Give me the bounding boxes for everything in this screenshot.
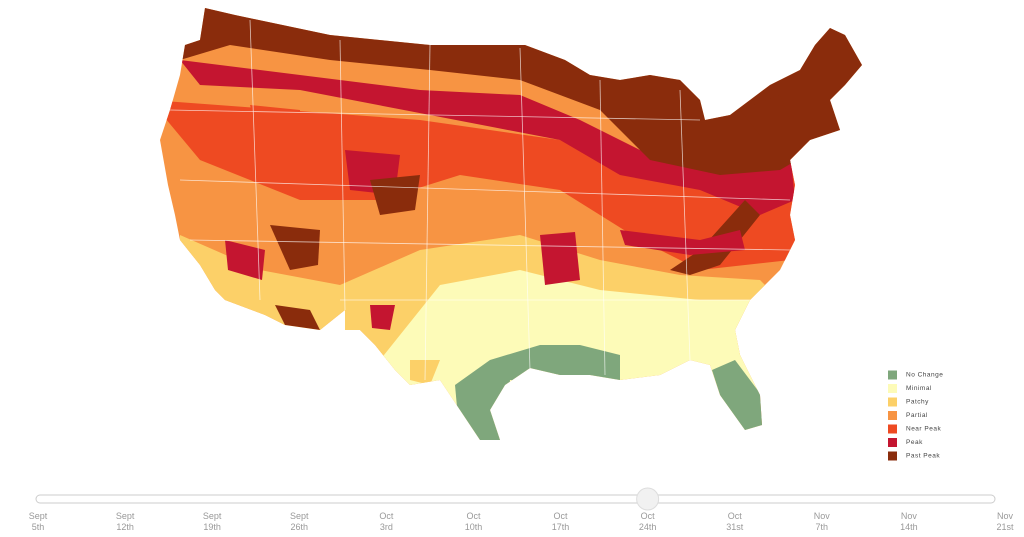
legend-label: Past Peak	[906, 453, 940, 460]
timeline-month: Nov	[814, 511, 831, 521]
timeline-day: 19th	[203, 522, 221, 532]
timeline-day: 10th	[465, 522, 483, 532]
legend-swatch	[888, 411, 897, 420]
timeline-day: 5th	[32, 522, 45, 532]
slider-thumb[interactable]	[636, 487, 660, 511]
foliage-region	[275, 305, 320, 330]
state-border	[424, 44, 431, 381]
timeline-day: 17th	[552, 522, 570, 532]
timeline-month: Sept	[29, 511, 48, 521]
foliage-region	[370, 305, 395, 330]
legend-label: No Change	[906, 372, 943, 379]
foliage-region	[270, 225, 320, 270]
state-border	[189, 239, 791, 251]
state-border	[179, 179, 791, 201]
timeline-month: Sept	[116, 511, 135, 521]
timeline-day: 26th	[291, 522, 309, 532]
foliage-region	[225, 240, 265, 280]
legend-swatch	[888, 370, 897, 380]
legend-label: Patchy	[906, 399, 929, 406]
timeline-month: Oct	[466, 511, 481, 521]
state-border	[519, 47, 531, 371]
legend-swatch	[888, 397, 897, 407]
timeline-month: Oct	[728, 511, 743, 521]
foliage-region	[180, 60, 795, 215]
timeline-month: Oct	[641, 511, 656, 521]
timeline-day: 24th	[639, 522, 657, 532]
timeline-month: Nov	[997, 511, 1014, 521]
legend-label: Minimal	[906, 385, 932, 392]
timeline-day: 14th	[900, 522, 918, 532]
timeline-day: 31st	[726, 522, 744, 532]
legend-swatch	[888, 384, 897, 393]
timeline-month: Oct	[379, 511, 394, 521]
timeline-day: 7th	[816, 522, 829, 532]
legend-label: Peak	[906, 439, 923, 446]
slider-track	[35, 494, 996, 504]
state-border	[249, 19, 261, 301]
foliage-region	[370, 175, 420, 215]
foliage-region	[160, 100, 820, 270]
foliage-region	[712, 360, 765, 440]
state-border	[679, 89, 691, 361]
timeline-month: Sept	[290, 511, 309, 521]
timeline-day: 12th	[116, 522, 134, 532]
timeline-month: Sept	[203, 511, 222, 521]
foliage-region	[740, 95, 790, 135]
timeline-month: Nov	[901, 511, 918, 521]
timeline-day: 3rd	[380, 522, 393, 532]
state-border	[169, 109, 701, 121]
legend-label: Near Peak	[906, 426, 941, 433]
state-border	[599, 79, 606, 376]
legend-label: Partial	[906, 412, 928, 419]
foliage-region	[250, 105, 300, 150]
legend-swatch	[888, 451, 897, 461]
state-border	[339, 39, 346, 311]
foliage-region	[540, 232, 580, 285]
legend-swatch	[888, 438, 897, 447]
timeline-day: 21st	[996, 522, 1014, 532]
timeline-month: Oct	[554, 511, 569, 521]
legend-swatch	[888, 424, 897, 434]
